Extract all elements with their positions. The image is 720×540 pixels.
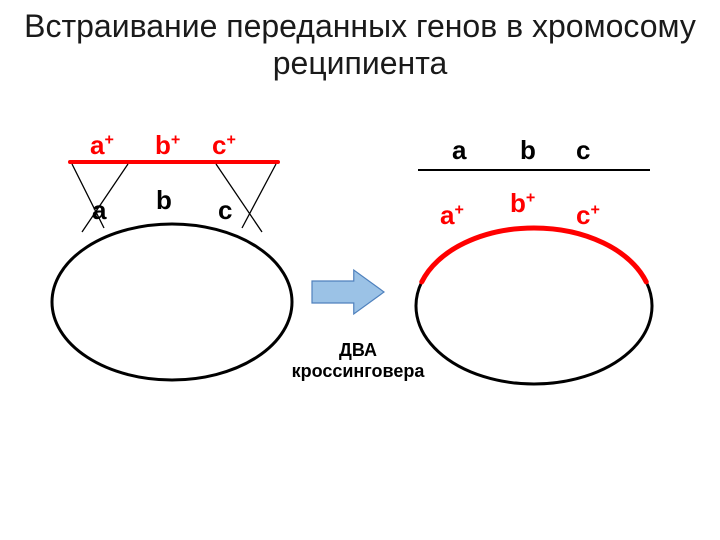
left-recipient-label-c: c	[218, 195, 232, 226]
left-donor-label-b: b+	[155, 130, 180, 161]
right-released-label-a: a	[452, 135, 466, 166]
right-integrated-label-a: a+	[440, 200, 464, 231]
right-integrated-label-c: c+	[576, 200, 600, 231]
left-chromosome-ellipse	[52, 224, 292, 380]
left-recipient-label-b: b	[156, 185, 172, 216]
left-donor-label-c: c+	[212, 130, 236, 161]
diagram-root: Встраивание переданных генов в хромосому…	[0, 0, 720, 540]
right-released-label-b: b	[520, 135, 536, 166]
right-chromosome-black	[416, 282, 652, 384]
right-integrated-label-b: b+	[510, 188, 535, 219]
crossover-caption: ДВАкроссинговера	[278, 340, 438, 382]
right-chromosome-red-arc	[422, 228, 646, 282]
diagram-canvas	[0, 0, 720, 540]
arrow-icon	[312, 270, 384, 314]
left-donor-label-a: a+	[90, 130, 114, 161]
crossover-line	[242, 164, 276, 228]
right-released-label-c: c	[576, 135, 590, 166]
left-recipient-label-a: a	[92, 195, 106, 226]
